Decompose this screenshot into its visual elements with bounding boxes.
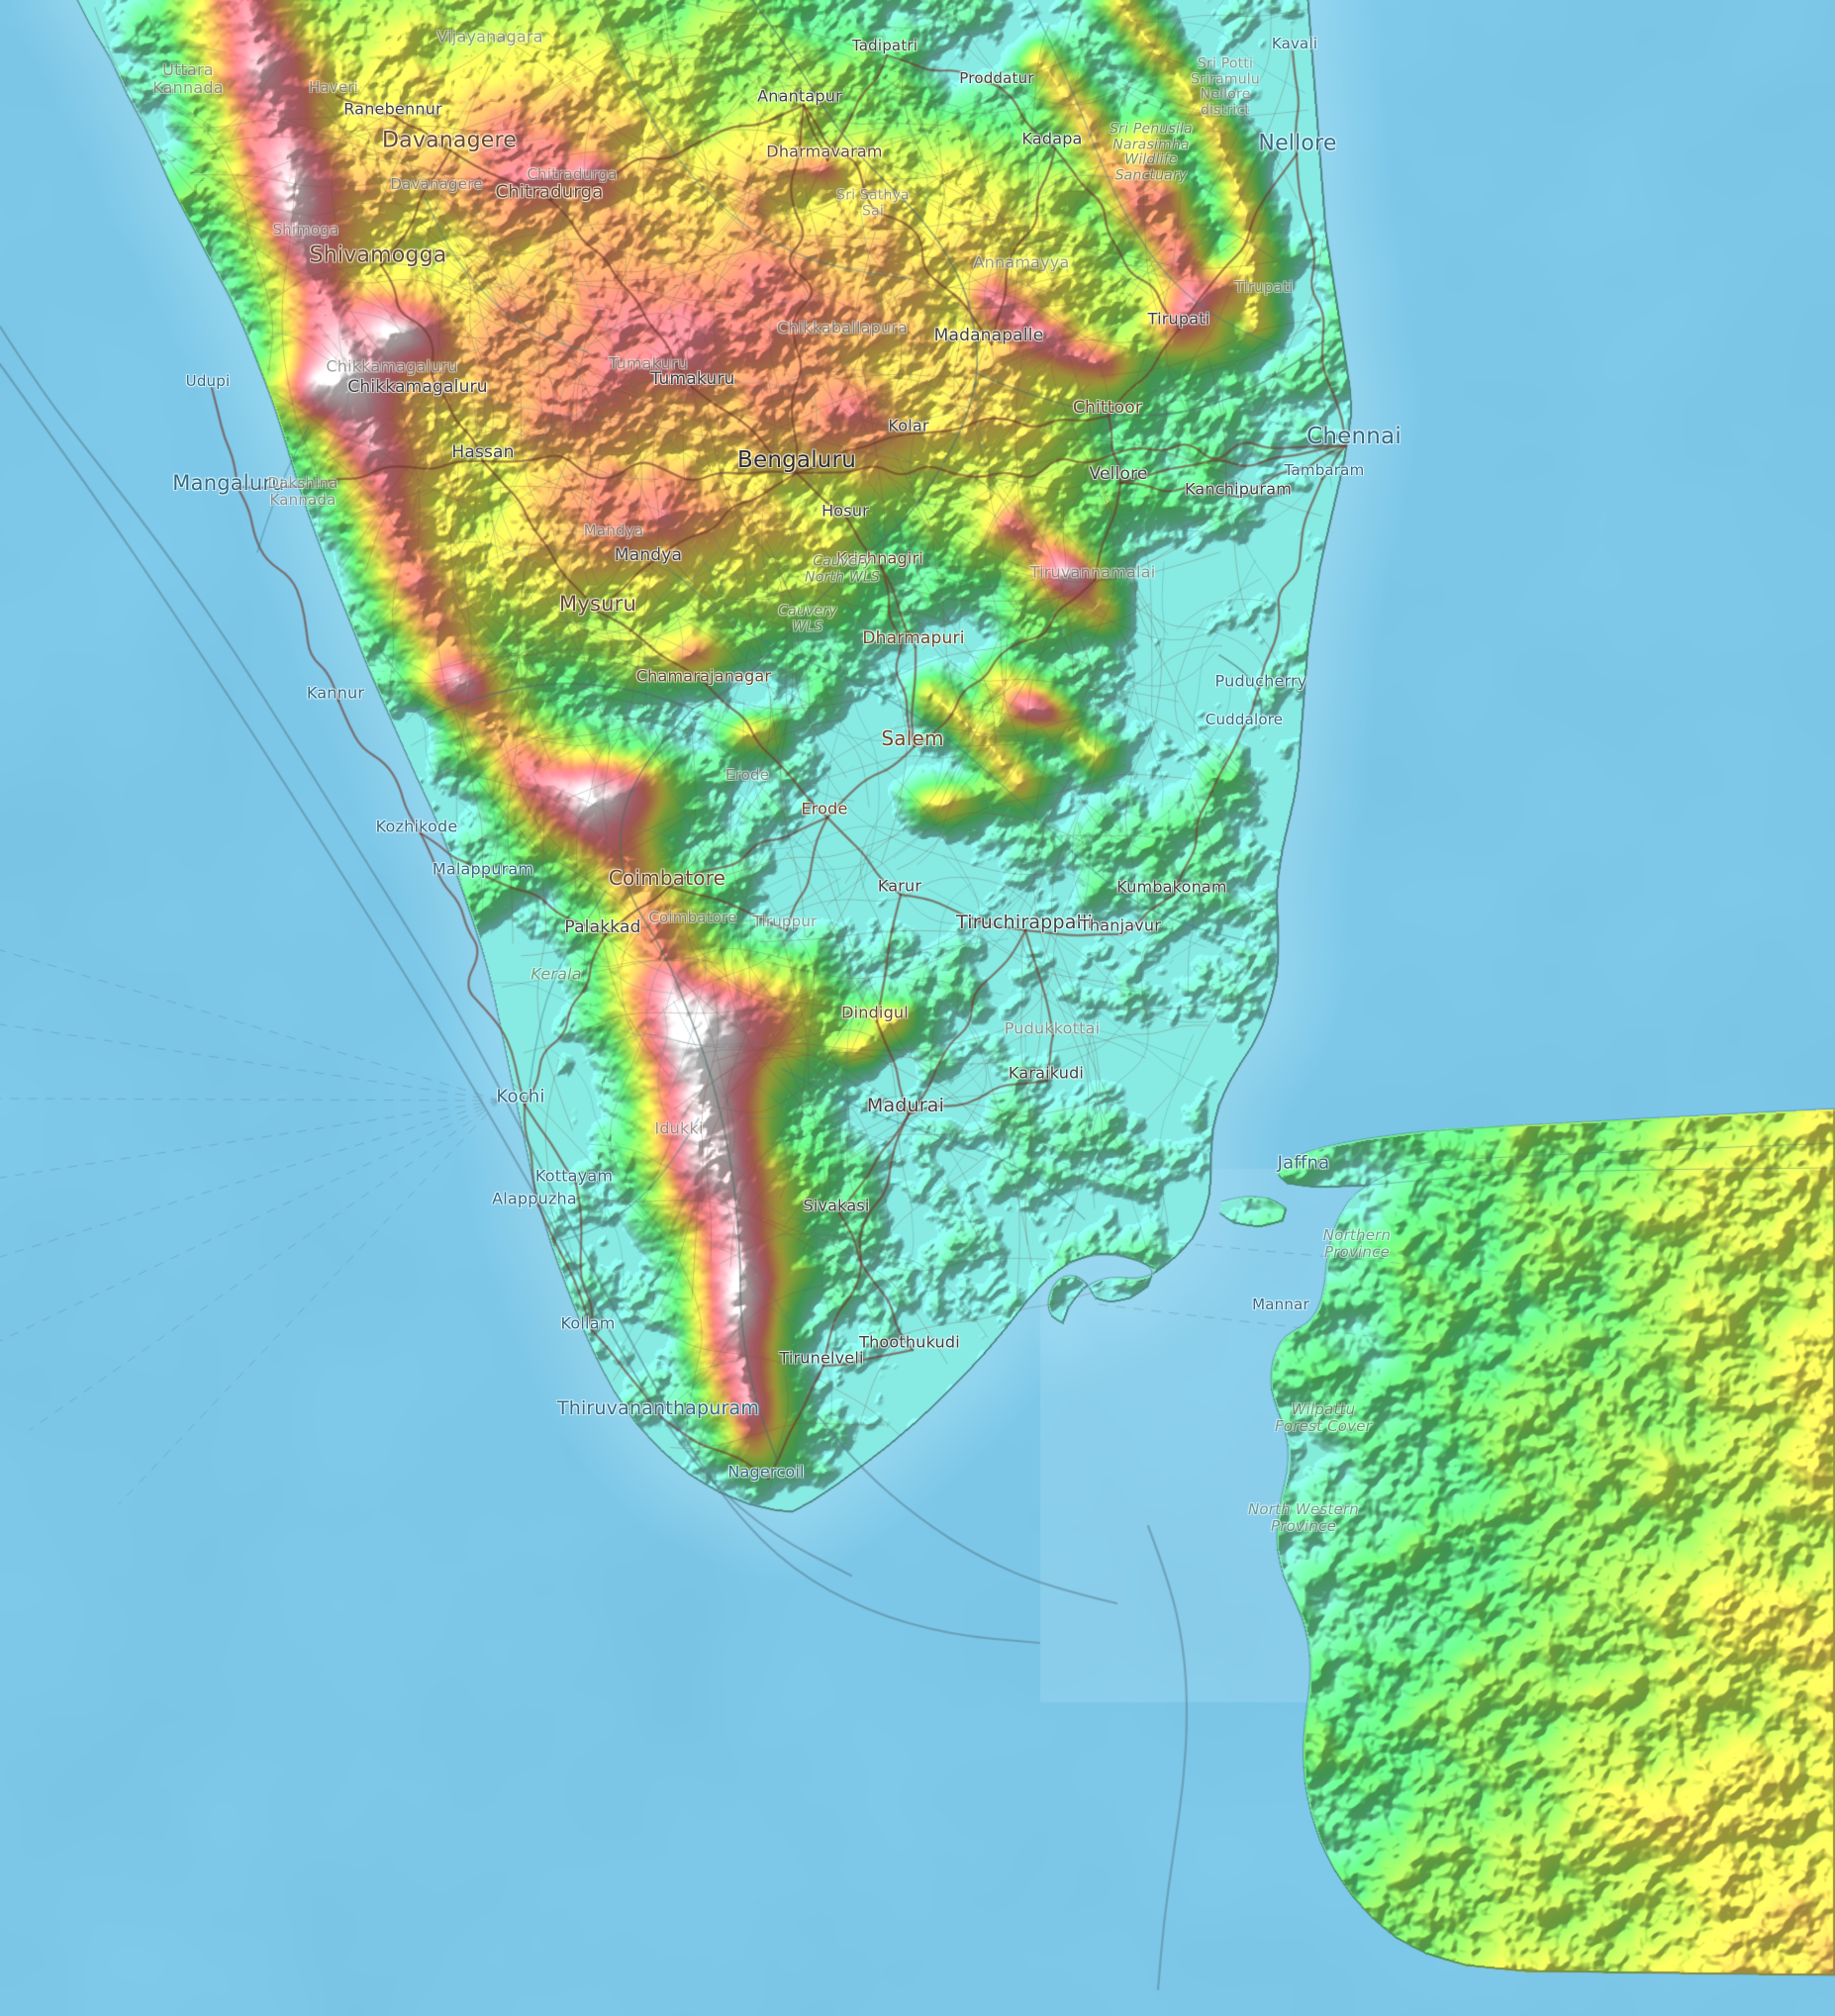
roads-and-borders-layer [0, 0, 1835, 2016]
topographic-map[interactable]: Kavali Tadipatri Vijayanagara Proddatur Utta… [0, 0, 1835, 2016]
